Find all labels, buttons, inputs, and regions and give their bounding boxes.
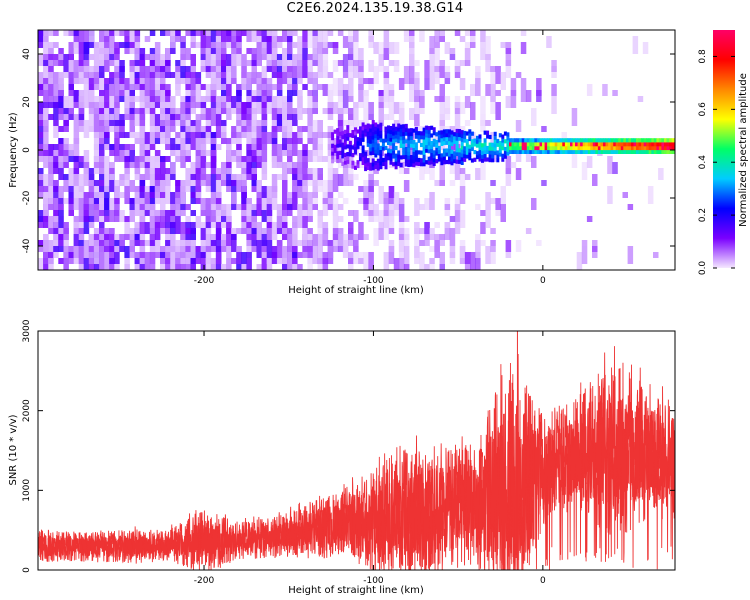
y-tick-label: 2000	[22, 399, 32, 422]
snr-y-axis-label: SNR (10 * v/v)	[8, 414, 19, 485]
y-tick-label: -40	[22, 238, 32, 253]
y-tick-label: 1000	[22, 479, 32, 502]
x-tick-label: 0	[540, 276, 546, 286]
x-tick-label: -200	[194, 276, 215, 286]
x-tick-label: -100	[363, 276, 384, 286]
spectrogram-heatmap	[38, 30, 675, 270]
snr-axes: -200 -100 0 0 1000 2000 3000	[22, 319, 675, 586]
snr-x-axis-label: Height of straight line (km)	[288, 585, 424, 596]
colorbar-tick-label: 0.6	[698, 102, 708, 117]
colorbar	[713, 30, 735, 268]
snr-line-overlay	[38, 393, 675, 570]
y-tick-label: -20	[22, 190, 32, 205]
chart-title: C2E6.2024.135.19.38.G14	[286, 1, 464, 16]
x-tick-label: -100	[363, 576, 384, 586]
colorbar-tick-label: 0.4	[698, 155, 708, 170]
x-tick-label: 0	[540, 576, 546, 586]
spectrogram-y-axis-label: Frequency (Hz)	[8, 112, 19, 188]
colorbar-tick-label: 0.8	[698, 49, 708, 64]
colorbar-axis: 0.0 0.2 0.4 0.6 0.8	[698, 49, 735, 275]
y-tick-label: 0	[22, 567, 32, 573]
x-tick-label: -200	[194, 576, 215, 586]
snr-series	[38, 331, 675, 570]
colorbar-label: Normalized spectral amplitude	[738, 73, 749, 227]
colorbar-tick-label: 0.0	[698, 261, 708, 276]
spectrogram-x-axis-label: Height of straight line (km)	[288, 285, 424, 296]
y-tick-label: 40	[22, 48, 32, 60]
y-tick-label: 0	[22, 147, 32, 153]
colorbar-tick-label: 0.2	[698, 208, 708, 222]
y-tick-label: 3000	[22, 319, 32, 342]
snr-frame	[37, 330, 676, 571]
y-tick-label: 20	[22, 96, 32, 108]
